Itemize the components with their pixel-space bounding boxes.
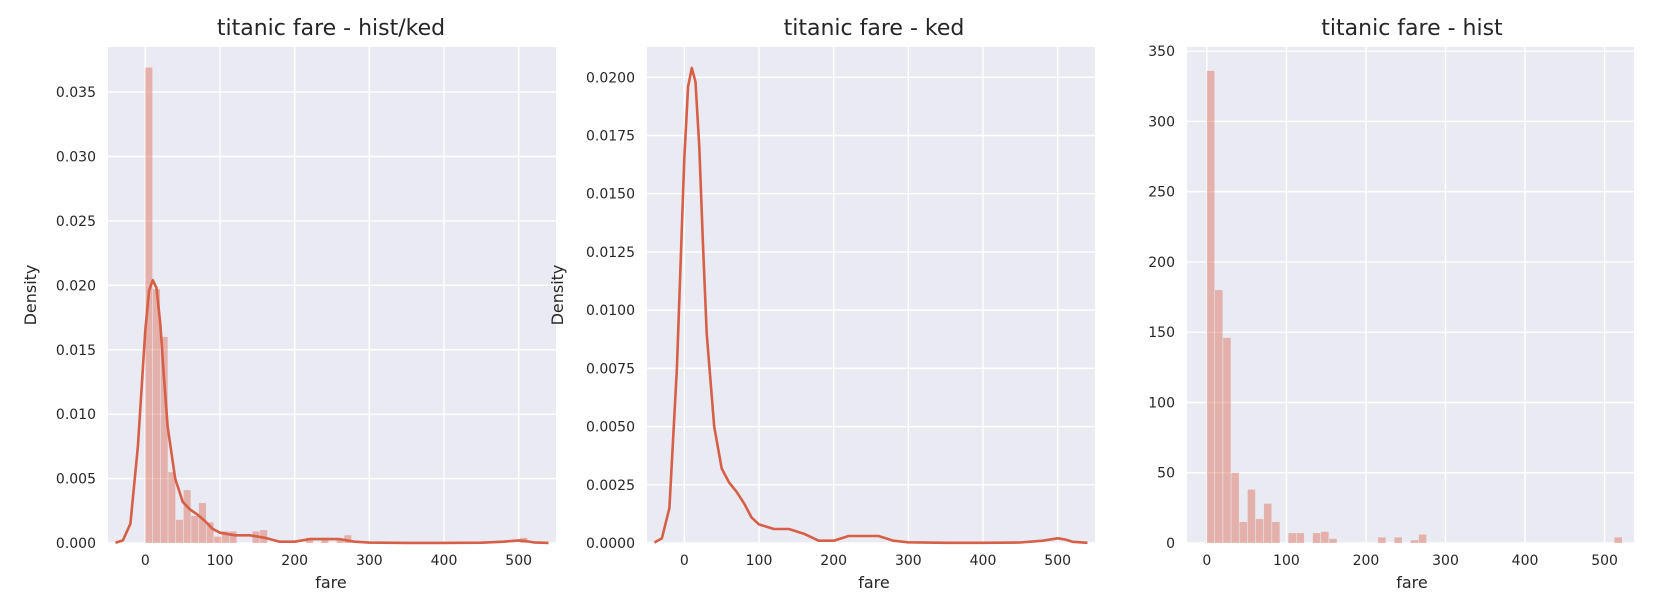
y-tick-label: 300 xyxy=(1148,114,1175,130)
histogram-bar xyxy=(1255,519,1264,543)
x-tick-label: 200 xyxy=(820,553,847,569)
axes-background xyxy=(647,47,1095,543)
y-tick-label: 0.005 xyxy=(56,472,96,488)
histogram-bar xyxy=(168,472,176,543)
y-tick-label: 150 xyxy=(1148,325,1175,341)
x-tick-label: 500 xyxy=(505,553,532,569)
histogram-bar xyxy=(1272,521,1280,543)
histogram-bar xyxy=(306,537,314,543)
chart-title: titanic fare - hist xyxy=(1321,16,1503,41)
histogram-bar xyxy=(1329,538,1337,543)
x-tick-label: 100 xyxy=(207,553,234,569)
x-axis-label: fare xyxy=(315,573,347,592)
plot-area xyxy=(1187,47,1634,544)
y-tick-label: 0.0100 xyxy=(586,303,635,319)
kde-curve xyxy=(115,278,549,545)
y-tick-label: 0.0150 xyxy=(586,187,635,203)
y-axis-label: Density xyxy=(21,265,40,326)
y-tick-label: 200 xyxy=(1148,255,1175,271)
histogram-bar xyxy=(1263,503,1272,543)
plot-area xyxy=(108,47,556,545)
x-tick-label: 300 xyxy=(356,553,383,569)
chart-hist-kde: titanic fare - hist/ked fare Density 0 10… xyxy=(21,16,556,592)
histogram-bar xyxy=(344,535,352,543)
histogram-bar xyxy=(321,537,329,543)
histogram-bar xyxy=(1206,70,1215,543)
histogram-bar xyxy=(152,289,161,543)
x-tick-label: 300 xyxy=(895,553,922,569)
x-axis-label: fare xyxy=(1396,573,1428,592)
histogram-bar xyxy=(1321,531,1329,543)
chart-title: titanic fare - ked xyxy=(784,16,965,41)
histogram-bar xyxy=(1288,533,1296,543)
chart-kde: titanic fare - ked fare Density 0 100 200 3… xyxy=(548,16,1095,592)
y-tick-label: 350 xyxy=(1148,44,1175,60)
y-tick-label: 0.0175 xyxy=(586,128,635,144)
y-tick-label: 0.025 xyxy=(56,214,96,230)
histogram-bar xyxy=(1223,337,1231,543)
x-tick-label: 400 xyxy=(1512,553,1539,569)
x-axis-label: fare xyxy=(858,573,890,592)
x-tick-label: 500 xyxy=(1591,553,1618,569)
y-tick-label: 100 xyxy=(1148,395,1175,411)
y-tick-label: 0.010 xyxy=(56,407,96,423)
x-tick-label: 400 xyxy=(431,553,458,569)
histogram-bar xyxy=(160,336,168,543)
histogram-bar xyxy=(206,522,214,543)
y-tick-label: 0.035 xyxy=(56,85,96,101)
y-axis-label: Density xyxy=(548,265,567,326)
chart-hist: titanic fare - hist fare 0 100 200 300 400 50… xyxy=(1148,16,1634,592)
histogram-bar xyxy=(1378,537,1386,543)
y-tick-label: 0.030 xyxy=(56,150,96,166)
x-tick-label: 100 xyxy=(1273,553,1300,569)
x-tick-label: 0 xyxy=(680,553,689,569)
y-tick-label: 0.000 xyxy=(56,536,96,552)
y-tick-label: 0.0075 xyxy=(586,361,635,377)
y-tick-label: 0.020 xyxy=(56,278,96,294)
y-tick-label: 250 xyxy=(1148,185,1175,201)
y-tick-label: 0.0000 xyxy=(586,536,635,552)
histogram-bar xyxy=(229,531,237,543)
x-tick-label: 0 xyxy=(141,553,150,569)
axes-background xyxy=(1187,47,1634,543)
y-tick-label: 0.0125 xyxy=(586,245,635,261)
histogram-bar xyxy=(221,531,229,543)
plot-area xyxy=(647,47,1095,545)
histogram-bar xyxy=(1394,537,1402,543)
histogram-bar xyxy=(1418,534,1427,543)
histogram-bar xyxy=(1614,537,1623,543)
histogram-bar xyxy=(1296,533,1305,543)
histogram-bar xyxy=(1247,489,1256,543)
x-tick-label: 400 xyxy=(970,553,997,569)
histogram-bar xyxy=(1312,533,1321,543)
chart-title: titanic fare - hist/ked xyxy=(217,16,445,41)
x-tick-label: 200 xyxy=(281,553,308,569)
axes-background xyxy=(108,47,556,543)
histogram-bar xyxy=(1215,290,1223,543)
y-tick-label: 0.0200 xyxy=(586,70,635,86)
histogram-bar xyxy=(1239,521,1248,543)
histogram-bar xyxy=(175,519,183,543)
histogram-bar xyxy=(214,536,222,543)
histogram-bar xyxy=(336,540,344,543)
histogram-bar xyxy=(183,490,191,543)
histogram-bar xyxy=(1410,540,1419,543)
x-tick-label: 100 xyxy=(746,553,773,569)
x-tick-label: 300 xyxy=(1432,553,1459,569)
y-tick-label: 0.0025 xyxy=(586,478,635,494)
y-tick-label: 0 xyxy=(1166,536,1175,552)
x-tick-label: 0 xyxy=(1202,553,1211,569)
y-tick-label: 0.0050 xyxy=(586,420,635,436)
histogram-bar xyxy=(191,515,199,543)
histogram-bar xyxy=(198,503,206,543)
x-tick-label: 500 xyxy=(1044,553,1071,569)
y-tick-label: 50 xyxy=(1157,466,1175,482)
histogram-bar xyxy=(1231,472,1239,543)
kde-curve xyxy=(653,66,1088,545)
y-tick-label: 0.015 xyxy=(56,343,96,359)
x-tick-label: 200 xyxy=(1353,553,1380,569)
